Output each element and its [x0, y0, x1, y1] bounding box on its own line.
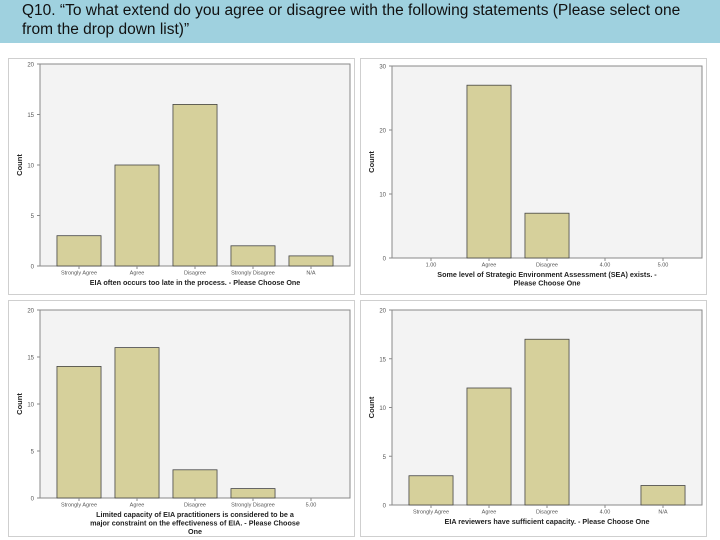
- y-axis-label: Count: [367, 396, 376, 418]
- x-axis-label-line: One: [188, 527, 202, 536]
- bar-agree: [466, 84, 512, 259]
- y-tick-label: 0: [31, 265, 35, 271]
- x-tick-label: Strongly Agree: [61, 271, 97, 277]
- bar-disagree: [524, 338, 570, 506]
- y-tick-label: 5: [31, 214, 35, 220]
- bar-disagree: [172, 469, 218, 499]
- bar-strongly-disagree: [230, 488, 276, 499]
- y-tick-label: 30: [379, 65, 386, 71]
- y-tick-label: 10: [379, 193, 386, 199]
- x-tick-label: 4.00: [600, 510, 611, 516]
- x-tick-label: Agree: [130, 503, 145, 509]
- x-tick-label: Strongly Agree: [413, 510, 449, 516]
- x-tick-label: Agree: [130, 271, 145, 277]
- y-tick-label: 5: [383, 455, 387, 461]
- question-text: Q10. “To what extend do you agree or dis…: [22, 2, 681, 38]
- y-tick-label: 20: [27, 63, 34, 69]
- x-tick-label: Disagree: [184, 503, 206, 509]
- bar-chart-0: 0 5 10 15 20 Count Strongly Agree Agree Disagree…: [8, 58, 355, 295]
- x-axis-label-line: major constraint on the effectiveness of…: [90, 519, 300, 528]
- x-axis-label-line: Some level of Strategic Environment Asse…: [437, 270, 657, 279]
- y-tick-label: 0: [383, 504, 387, 510]
- x-tick-label: Agree: [482, 263, 497, 269]
- bar-disagree: [172, 104, 218, 267]
- y-tick-label: 15: [379, 357, 386, 363]
- x-tick-label: Agree: [482, 510, 497, 516]
- x-tick-label: Strongly Disagree: [231, 503, 275, 509]
- bar-disagree: [524, 212, 570, 259]
- chart-panel-sea-exists: 0 10 20 30 Count 1.00 Agree Disagree 4.00 5.00 Som…: [360, 58, 710, 298]
- chart-panel-late-process: 0 5 10 15 20 Count Strongly Agree Agree Disagree…: [8, 58, 358, 298]
- bar-chart-2: 0 5 10 15 20 Count Strongly Agree Agree Disagree…: [8, 300, 355, 537]
- y-tick-label: 0: [383, 257, 387, 263]
- bar-strongly-agree: [408, 475, 454, 506]
- bar-n-a: [640, 485, 686, 506]
- chart-panel-practitioner-capacity: 0 5 10 15 20 Count Strongly Agree Agree Disagree…: [8, 300, 358, 540]
- y-axis-label: Count: [15, 393, 24, 415]
- question-header: Q10. “To what extend do you agree or dis…: [0, 0, 720, 43]
- bar-chart-1: 0 10 20 30 Count 1.00 Agree Disagree 4.00 5.00Som…: [360, 58, 707, 295]
- x-tick-label: Disagree: [184, 271, 206, 277]
- x-tick-label: Strongly Disagree: [231, 271, 275, 277]
- y-tick-label: 20: [379, 309, 386, 315]
- x-axis-label-line: Please Choose One: [513, 279, 580, 288]
- y-tick-label: 0: [31, 497, 35, 503]
- x-tick-label: 1.00: [426, 263, 437, 269]
- bar-strongly-disagree: [230, 245, 276, 267]
- y-tick-label: 20: [27, 309, 34, 315]
- y-tick-label: 15: [27, 356, 34, 362]
- y-tick-label: 15: [27, 113, 34, 119]
- x-tick-label: Disagree: [536, 263, 558, 269]
- x-axis-label-line: EIA reviewers have sufficient capacity. …: [445, 517, 650, 526]
- y-axis-label: Count: [15, 154, 24, 176]
- chart-panel-reviewer-capacity: 0 5 10 15 20 Count Strongly Agree Agree Disagree…: [360, 300, 710, 540]
- bar-agree: [114, 347, 160, 499]
- x-tick-label: 5.00: [658, 263, 669, 269]
- y-tick-label: 10: [379, 406, 386, 412]
- x-tick-label: 5.00: [306, 503, 317, 509]
- bar-strongly-agree: [56, 366, 102, 499]
- x-axis-label-line: Limited capacity of EIA practitioners is…: [96, 510, 295, 519]
- bar-n-a: [288, 255, 334, 267]
- y-tick-label: 20: [379, 129, 386, 135]
- bar-chart-3: 0 5 10 15 20 Count Strongly Agree Agree Disagree…: [360, 300, 707, 537]
- x-tick-label: N/A: [306, 271, 316, 277]
- bar-strongly-agree: [56, 235, 102, 267]
- bar-agree: [114, 164, 160, 267]
- x-tick-label: Strongly Agree: [61, 503, 97, 509]
- bar-agree: [466, 387, 512, 506]
- y-axis-label: Count: [367, 151, 376, 173]
- x-tick-label: 4.00: [600, 263, 611, 269]
- y-tick-label: 5: [31, 450, 35, 456]
- x-axis-label-line: EIA often occurs too late in the process…: [90, 278, 301, 287]
- x-tick-label: N/A: [658, 510, 668, 516]
- y-tick-label: 10: [27, 403, 34, 409]
- x-tick-label: Disagree: [536, 510, 558, 516]
- y-tick-label: 10: [27, 164, 34, 170]
